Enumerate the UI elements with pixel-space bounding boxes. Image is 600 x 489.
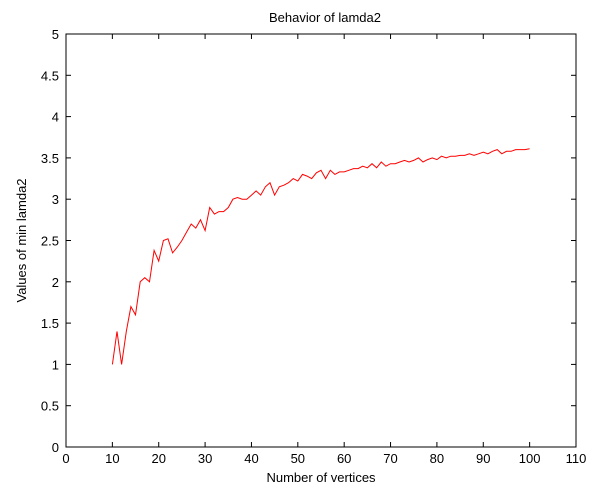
x-tick-label: 20 xyxy=(151,451,165,466)
y-tick-label: 1 xyxy=(52,357,59,372)
x-tick-label: 30 xyxy=(198,451,212,466)
x-tick-label: 70 xyxy=(383,451,397,466)
x-tick-label: 90 xyxy=(476,451,490,466)
x-tick-label: 0 xyxy=(62,451,69,466)
x-tick-label: 40 xyxy=(244,451,258,466)
y-axis: 0 0.5 1 1.5 2 2.5 3 3.5 4 4.5 5 xyxy=(41,27,576,455)
chart-title: Behavior of lamda2 xyxy=(269,10,381,25)
y-tick-label: 5 xyxy=(52,27,59,42)
x-tick-label: 100 xyxy=(519,451,541,466)
y-tick-label: 3 xyxy=(52,192,59,207)
y-tick-label: 4.5 xyxy=(41,68,59,83)
x-tick-label: 50 xyxy=(291,451,305,466)
y-tick-label: 4 xyxy=(52,110,59,125)
x-tick-label: 80 xyxy=(430,451,444,466)
x-tick-label: 60 xyxy=(337,451,351,466)
y-tick-label: 1.5 xyxy=(41,316,59,331)
y-tick-label: 3.5 xyxy=(41,151,59,166)
y-tick-label: 2.5 xyxy=(41,234,59,249)
series-line xyxy=(111,148,530,365)
x-tick-label: 110 xyxy=(566,451,587,466)
y-tick-label: 2 xyxy=(52,275,59,290)
y-axis-title: Values of min lamda2 xyxy=(14,178,29,302)
x-axis-title: Number of vertices xyxy=(266,470,376,485)
y-tick-label: 0.5 xyxy=(41,399,59,414)
x-axis: 0 10 20 30 40 50 60 70 80 90 100 110 xyxy=(62,34,586,466)
y-tick-label: 0 xyxy=(52,440,59,455)
x-tick-label: 10 xyxy=(105,451,119,466)
